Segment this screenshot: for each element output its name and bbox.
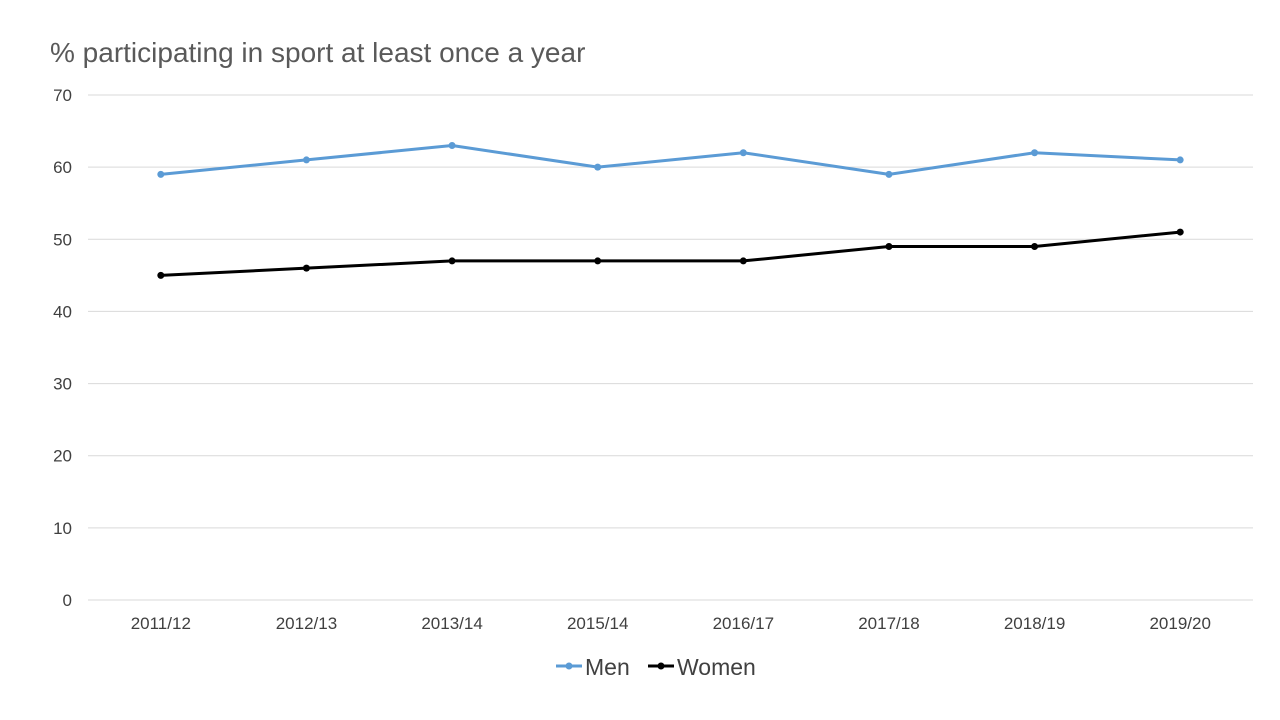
y-tick-label: 70 (53, 86, 72, 105)
data-point (302, 156, 310, 164)
data-point (1176, 156, 1184, 164)
legend-label: Men (585, 654, 630, 680)
x-tick-label: 2018/19 (1004, 614, 1065, 633)
legend-swatch-marker (565, 662, 573, 670)
data-point (1031, 243, 1039, 250)
x-tick-label: 2015/14 (567, 614, 628, 633)
legend-item-men: Men (556, 654, 630, 680)
series-line (159, 230, 1182, 277)
y-axis-tick-labels: 0 10 20 30 40 50 60 70 (53, 86, 72, 610)
chart-title: % participating in sport at least once a… (50, 37, 585, 68)
data-point (739, 149, 747, 157)
x-tick-label: 2012/13 (276, 614, 337, 633)
data-point (594, 163, 602, 171)
x-tick-label: 2011/12 (131, 614, 191, 633)
gridlines (88, 94, 1253, 601)
x-tick-label: 2016/17 (713, 614, 774, 633)
y-tick-label: 30 (53, 375, 72, 394)
data-point (739, 257, 747, 265)
y-tick-label: 50 (53, 230, 72, 249)
series-line (159, 144, 1182, 176)
data-point (885, 170, 893, 178)
data-point (448, 142, 456, 149)
legend-swatch-marker (657, 662, 665, 670)
x-tick-label: 2019/20 (1149, 614, 1210, 633)
series-men (157, 142, 1184, 178)
data-point (885, 243, 893, 250)
legend: Men Women (556, 654, 756, 680)
y-tick-label: 40 (53, 302, 72, 321)
y-tick-label: 20 (53, 447, 72, 466)
data-point (1176, 228, 1184, 236)
legend-item-women: Women (648, 654, 756, 680)
x-tick-label: 2017/18 (858, 614, 919, 633)
y-tick-label: 0 (63, 591, 72, 610)
x-tick-label: 2013/14 (421, 614, 482, 633)
data-point (157, 271, 165, 279)
data-point (594, 257, 602, 265)
x-axis-tick-labels: 2011/12 2012/13 2013/14 2015/14 2016/17 2017/… (131, 614, 1211, 633)
legend-label: Women (677, 654, 756, 680)
data-point (1031, 149, 1039, 157)
y-tick-label: 60 (53, 158, 72, 177)
series-layer (157, 142, 1184, 279)
data-point (302, 264, 310, 272)
data-point (448, 257, 456, 265)
y-tick-label: 10 (53, 519, 72, 538)
data-point (157, 170, 165, 178)
series-women (157, 228, 1184, 279)
